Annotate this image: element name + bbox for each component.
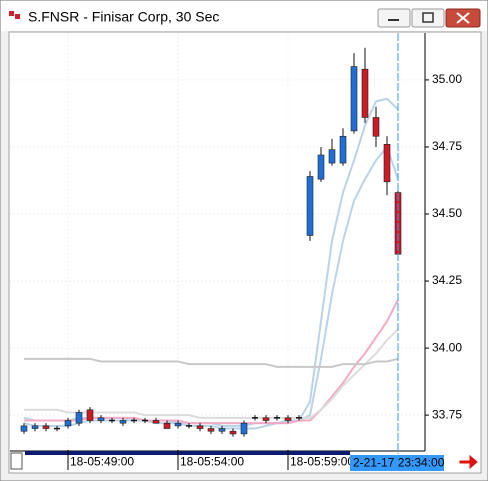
y-tick-label: 33.75: [432, 407, 462, 421]
x-tick-label: 18-05:59:00: [290, 455, 354, 469]
close-icon: [456, 12, 470, 24]
candle-body: [196, 425, 204, 429]
moving-average-line: [24, 328, 399, 419]
scroll-bar[interactable]: [25, 451, 350, 455]
candle-body: [207, 428, 215, 432]
candle-body: [240, 422, 248, 435]
minimize-button[interactable]: [377, 8, 411, 28]
candle-body: [20, 425, 28, 432]
y-tick-label: 34.25: [432, 273, 462, 287]
window-title: S.FNSR - Finisar Corp, 30 Sec: [28, 9, 219, 25]
candle-body: [350, 66, 358, 132]
x-tick-label: 18-05:54:00: [180, 455, 244, 469]
candle-body: [361, 68, 369, 118]
candle-body: [383, 143, 391, 183]
candle-body: [31, 425, 39, 429]
candle-body: [97, 417, 105, 421]
candle-body: [229, 430, 237, 435]
candle-body: [64, 420, 72, 427]
candle-body: [174, 422, 182, 427]
scroll-box[interactable]: [10, 452, 23, 470]
y-tick-label: 34.75: [432, 139, 462, 153]
moving-average-line: [24, 299, 399, 425]
y-tick-label: 34.50: [432, 206, 462, 220]
chart-pane: [8, 31, 482, 474]
candle-body: [339, 135, 347, 164]
x-tick-label: 18-05:49:00: [70, 455, 134, 469]
maximize-icon: [422, 12, 434, 23]
scroll-arrow[interactable]: [459, 454, 478, 470]
y-tick-label: 35.00: [432, 72, 462, 86]
app-icon: [9, 11, 14, 16]
candle-body: [152, 420, 160, 424]
candle-body: [119, 420, 127, 424]
candle-body: [75, 412, 83, 424]
candle-body: [317, 154, 325, 180]
cursor-time-label: 2-21-17 23:34:00: [353, 456, 445, 470]
maximize-button[interactable]: [411, 8, 445, 28]
candle-body: [284, 417, 292, 421]
moving-average-line: [24, 357, 399, 368]
candle-body: [306, 176, 314, 236]
y-tick-label: 34.00: [432, 340, 462, 354]
candle-body: [42, 425, 50, 429]
candle-body: [86, 409, 94, 421]
candle-body: [218, 428, 226, 432]
candle-body: [262, 417, 270, 421]
candle-body: [372, 117, 380, 137]
app-icon: [15, 14, 20, 19]
candle-body: [163, 422, 171, 429]
candle-body: [328, 149, 336, 164]
cursor-label-bg: [350, 455, 444, 471]
